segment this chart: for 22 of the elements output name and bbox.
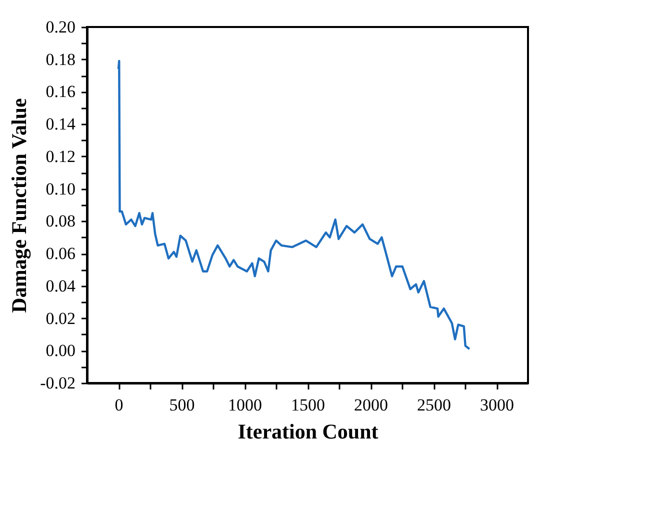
y-tick-label: 0.16: [46, 82, 76, 102]
y-tick-label: 0.08: [46, 212, 76, 231]
x-tick-label: 1000: [228, 396, 262, 414]
y-tick-label: 0.10: [46, 179, 76, 198]
x-tick-label: 2000: [354, 396, 388, 414]
x-tick-label: 500: [169, 396, 195, 414]
line-series: [117, 60, 471, 350]
x-tick-label: 2500: [417, 396, 451, 414]
y-tick-label: 0.06: [46, 244, 76, 264]
y-tick-label: 0.02: [46, 308, 76, 328]
y-tick-label: 0.04: [46, 276, 76, 296]
x-tick-label: 0: [114, 396, 124, 414]
y-tick-label: -0.02: [40, 374, 76, 392]
y-tick-label: 0.18: [46, 50, 76, 69]
y-tick-label: 0.00: [46, 341, 76, 360]
y-tick-label: 0.12: [46, 146, 76, 166]
x-tick-label: 1500: [291, 396, 325, 414]
y-tick-label: 0.20: [46, 18, 76, 36]
x-tick-label: 3000: [480, 396, 514, 414]
y-tick-label: 0.14: [46, 114, 76, 134]
y-axis-title: Damage Function Value: [7, 98, 32, 313]
x-axis-title: Iteration Count: [238, 420, 378, 444]
